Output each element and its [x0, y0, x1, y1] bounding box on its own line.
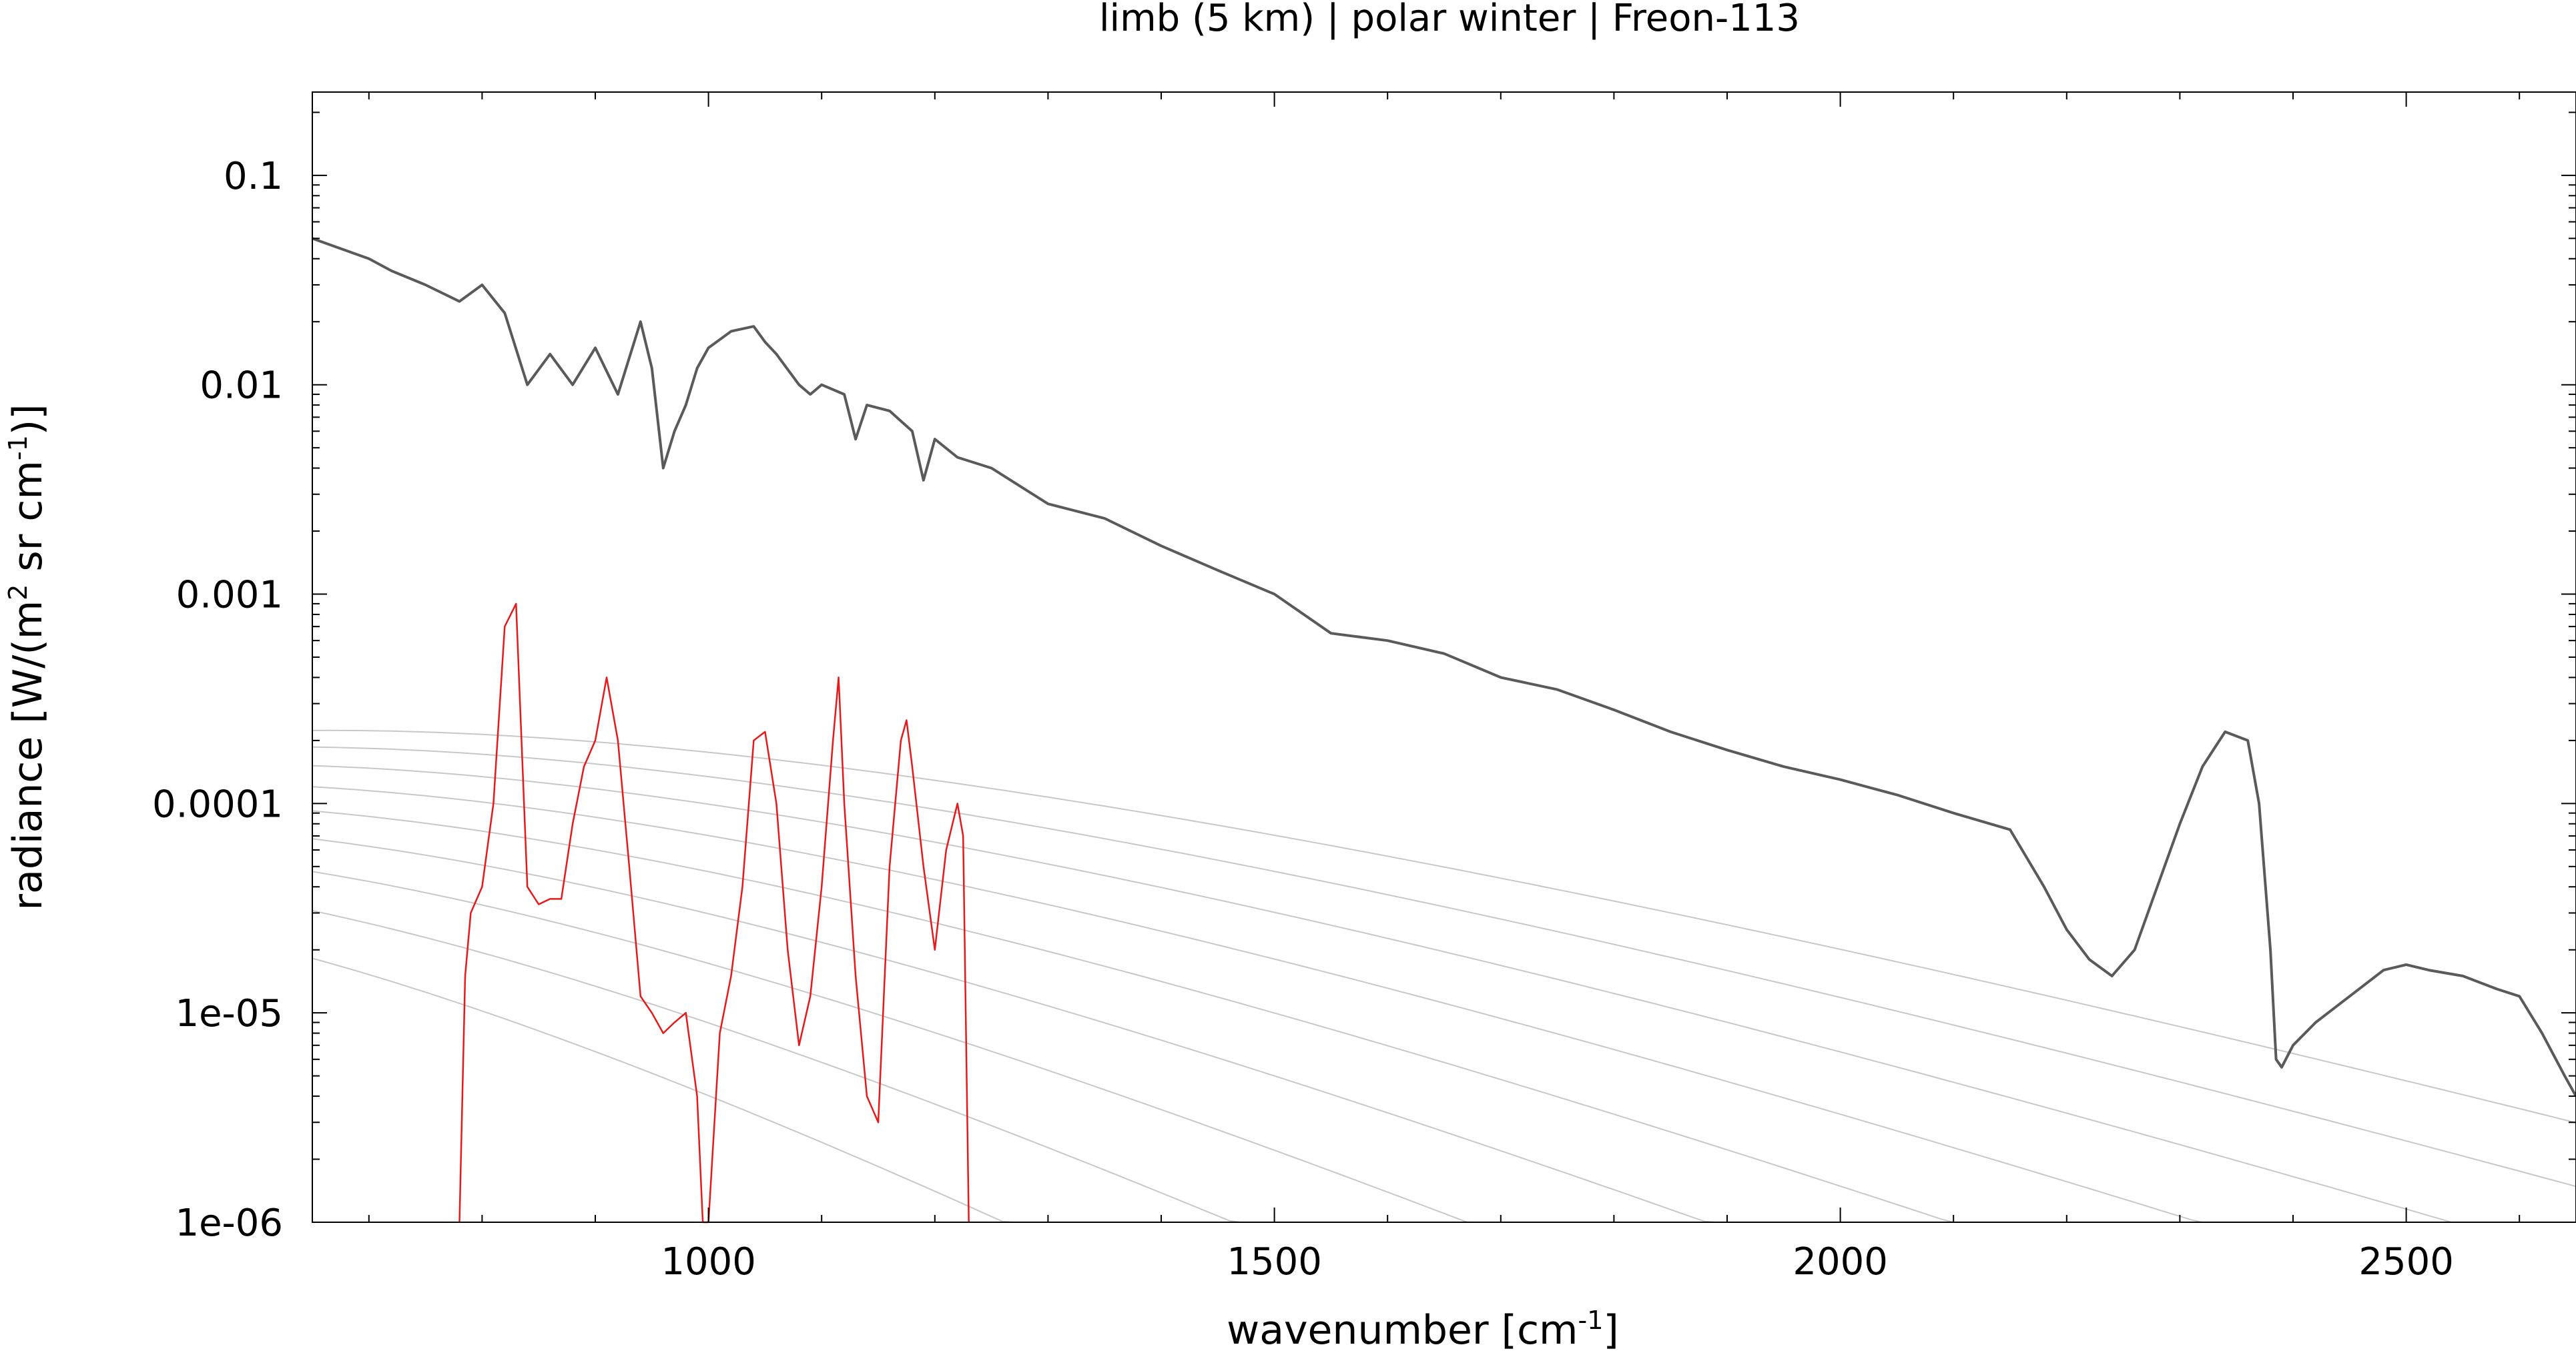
planck-curve [312, 765, 2576, 1223]
series-layer [312, 237, 2576, 1224]
planck-curve [312, 910, 1377, 1223]
x-tick-label: 1000 [661, 1240, 756, 1284]
planck-curve [312, 746, 2576, 1188]
y-axis-label: radiance [W/(m2 sr cm-1)] [3, 404, 51, 910]
x-axis: 1000 1500 2000 2500 [368, 92, 2521, 1284]
planck-curve [312, 810, 2135, 1223]
y-tick-label: 0.001 [176, 574, 283, 617]
y-tick-label: 0.0001 [152, 783, 283, 826]
series-line-target-gas [458, 602, 970, 1224]
x-tick-label: 2500 [2358, 1240, 2454, 1284]
planck-curves [312, 729, 2576, 1223]
planck-curve [312, 838, 1875, 1223]
y-tick-label: 0.01 [200, 364, 283, 408]
chart-title: limb (5 km) | polar winter | Freon-113 [1099, 0, 1800, 40]
x-tick-label: 1500 [1227, 1240, 1322, 1284]
planck-curve [312, 786, 2395, 1223]
planck-curve [312, 957, 1139, 1223]
x-axis-label: wavenumber [cm-1] [1227, 1306, 1619, 1354]
planck-curve [312, 729, 2576, 1123]
y-axis: 0.1 0.01 0.001 0.0001 1e-05 1e-06 [152, 111, 2576, 1245]
y-tick-label: 1e-06 [175, 1202, 283, 1245]
y-tick-label: 1e-05 [175, 992, 283, 1035]
planck-curve [312, 871, 1626, 1223]
series-line-spectrum [312, 237, 2576, 1097]
y-tick-label: 0.1 [224, 155, 283, 198]
x-tick-label: 2000 [1793, 1240, 1888, 1284]
